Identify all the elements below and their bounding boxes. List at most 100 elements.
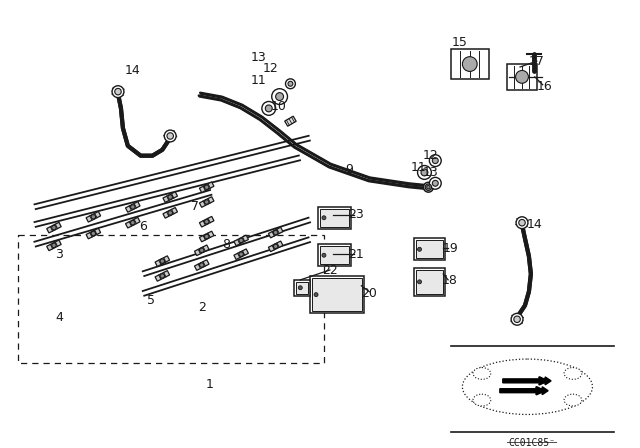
Polygon shape (200, 231, 214, 242)
Polygon shape (200, 216, 214, 227)
Circle shape (262, 102, 276, 115)
Text: __________: __________ (508, 435, 557, 444)
Bar (415, 241, 443, 258)
Bar (320, 209, 349, 227)
Polygon shape (163, 192, 177, 202)
Circle shape (131, 220, 135, 225)
Circle shape (322, 216, 326, 220)
Polygon shape (268, 227, 283, 238)
Text: 12: 12 (422, 149, 438, 162)
Polygon shape (155, 271, 170, 281)
Bar (296, 282, 308, 293)
Polygon shape (86, 211, 100, 222)
Circle shape (425, 184, 431, 190)
Circle shape (115, 88, 121, 95)
Text: 18: 18 (442, 274, 458, 287)
Circle shape (288, 81, 293, 86)
Circle shape (417, 247, 422, 251)
Bar (415, 270, 443, 293)
Text: 3: 3 (55, 248, 63, 261)
Polygon shape (200, 182, 214, 193)
Text: CC01C85⁻: CC01C85⁻ (509, 439, 556, 448)
Text: 6: 6 (139, 220, 147, 233)
Circle shape (273, 244, 278, 249)
FancyArrow shape (503, 377, 551, 385)
Text: 16: 16 (537, 80, 552, 93)
Polygon shape (125, 217, 140, 228)
Text: 14: 14 (125, 65, 141, 78)
Bar (451, 49, 488, 79)
Circle shape (167, 133, 173, 139)
Text: 2: 2 (198, 301, 205, 314)
Circle shape (160, 259, 164, 263)
Circle shape (421, 169, 428, 176)
Circle shape (168, 195, 172, 199)
Circle shape (168, 211, 172, 215)
Polygon shape (47, 240, 61, 251)
Circle shape (272, 89, 287, 104)
Circle shape (514, 316, 520, 323)
Circle shape (462, 56, 477, 71)
Circle shape (200, 248, 204, 253)
Polygon shape (195, 245, 209, 256)
Circle shape (433, 181, 438, 186)
Circle shape (285, 79, 296, 89)
Circle shape (239, 252, 243, 256)
Polygon shape (125, 202, 140, 212)
Text: 21: 21 (349, 248, 364, 261)
Circle shape (276, 93, 284, 100)
Circle shape (131, 205, 135, 209)
Text: 9: 9 (346, 163, 353, 176)
Circle shape (204, 220, 209, 224)
Circle shape (52, 243, 56, 248)
Ellipse shape (473, 394, 491, 406)
Circle shape (322, 253, 326, 257)
Bar (310, 276, 364, 313)
Circle shape (516, 217, 528, 228)
Circle shape (112, 86, 124, 98)
Circle shape (52, 225, 56, 230)
Circle shape (204, 234, 209, 239)
Text: 4: 4 (55, 311, 63, 324)
Text: 17: 17 (529, 55, 545, 68)
Text: 15: 15 (452, 36, 468, 49)
Polygon shape (268, 241, 283, 252)
Ellipse shape (564, 367, 582, 379)
Circle shape (239, 238, 243, 243)
Circle shape (424, 182, 433, 192)
Text: 20: 20 (362, 287, 377, 300)
Polygon shape (234, 235, 248, 246)
Text: 7: 7 (191, 200, 199, 213)
Polygon shape (47, 222, 61, 233)
Text: 11: 11 (411, 161, 426, 174)
Circle shape (429, 155, 441, 167)
Bar (312, 278, 362, 311)
Bar (19, 234, 324, 362)
Text: 12: 12 (263, 62, 278, 75)
Circle shape (298, 286, 302, 290)
Polygon shape (200, 197, 214, 207)
Circle shape (273, 230, 278, 235)
Ellipse shape (564, 394, 582, 406)
Text: 22: 22 (322, 264, 338, 277)
Text: 1: 1 (205, 378, 214, 391)
Text: 8: 8 (222, 238, 230, 251)
Text: 13: 13 (251, 51, 267, 64)
Text: 14: 14 (527, 218, 543, 231)
Circle shape (91, 231, 95, 236)
Text: 13: 13 (422, 166, 438, 179)
Circle shape (516, 70, 529, 83)
Polygon shape (285, 116, 296, 126)
Circle shape (204, 200, 209, 204)
FancyArrow shape (500, 387, 548, 395)
Polygon shape (234, 249, 248, 259)
Circle shape (91, 215, 95, 219)
Ellipse shape (473, 367, 491, 379)
Circle shape (266, 105, 272, 112)
Bar (294, 280, 310, 296)
Circle shape (164, 130, 176, 142)
Text: 11: 11 (251, 74, 267, 87)
Circle shape (160, 274, 164, 278)
Ellipse shape (462, 359, 593, 414)
Circle shape (511, 313, 523, 325)
